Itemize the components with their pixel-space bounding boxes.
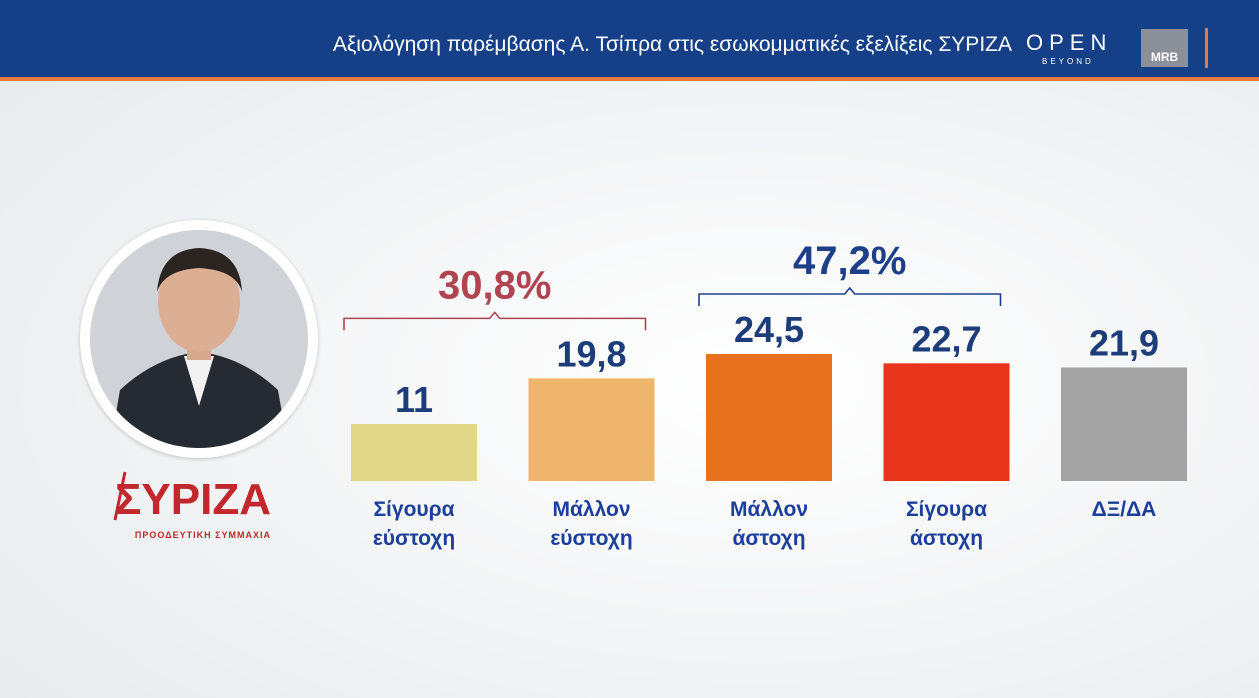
header-accent-stripe xyxy=(0,77,1259,81)
bar-1 xyxy=(351,423,477,481)
politician-photo xyxy=(80,220,318,458)
category-label-3-line-2: άστοχη xyxy=(732,527,805,550)
category-label-3-line-1: Μάλλον xyxy=(730,498,808,521)
party-logo-text: ΣΥΡΙΖΑ xyxy=(115,475,271,524)
category-label-1-line-1: Σίγουρα xyxy=(373,498,454,521)
category-label-1-line-2: εύστοχη xyxy=(373,527,455,550)
group-bracket-1 xyxy=(343,311,647,331)
group-bracket-2 xyxy=(698,286,1002,306)
bar-3 xyxy=(706,354,832,481)
broadcaster-logo: OPEN xyxy=(1026,30,1113,55)
pollster-logo: MRB xyxy=(1141,29,1188,67)
pollster-logo-text: MRB xyxy=(1150,50,1179,64)
bar-value-label-5: 21,9 xyxy=(1089,322,1159,363)
header-divider xyxy=(1205,28,1208,68)
party-subtitle: ΠΡΟΟΔΕΥΤΙΚΗ ΣΥΜΜΑΧΙΑ xyxy=(134,530,272,540)
bar-value-label-2: 19,8 xyxy=(556,333,626,374)
bar-2 xyxy=(528,378,655,481)
category-label-4-line-1: Σίγουρα xyxy=(906,498,987,521)
category-label-2-line-2: εύστοχη xyxy=(550,527,632,550)
header-bar xyxy=(0,0,1259,77)
party-logo: ΣΥΡΙΖΑ xyxy=(113,471,271,524)
category-label-2-line-1: Μάλλον xyxy=(552,498,630,521)
bar-value-label-4: 22,7 xyxy=(911,318,981,359)
broadcaster-tagline: BEYOND xyxy=(1042,57,1094,66)
portrait-illustration xyxy=(90,230,308,448)
group-total-label-1: 30,8% xyxy=(438,263,551,307)
category-label-4-line-2: άστοχη xyxy=(910,527,983,550)
bar-value-label-1: 11 xyxy=(395,379,433,420)
bar-value-label-3: 24,5 xyxy=(734,309,804,350)
page-title: Αξιολόγηση παρέμβασης Α. Τσίπρα στις εσω… xyxy=(332,33,1012,56)
group-total-label-2: 47,2% xyxy=(793,239,906,283)
bar-4 xyxy=(883,363,1010,481)
bar-5 xyxy=(1061,367,1187,481)
category-label-5-line-1: ΔΞ/ΔΑ xyxy=(1092,498,1157,521)
